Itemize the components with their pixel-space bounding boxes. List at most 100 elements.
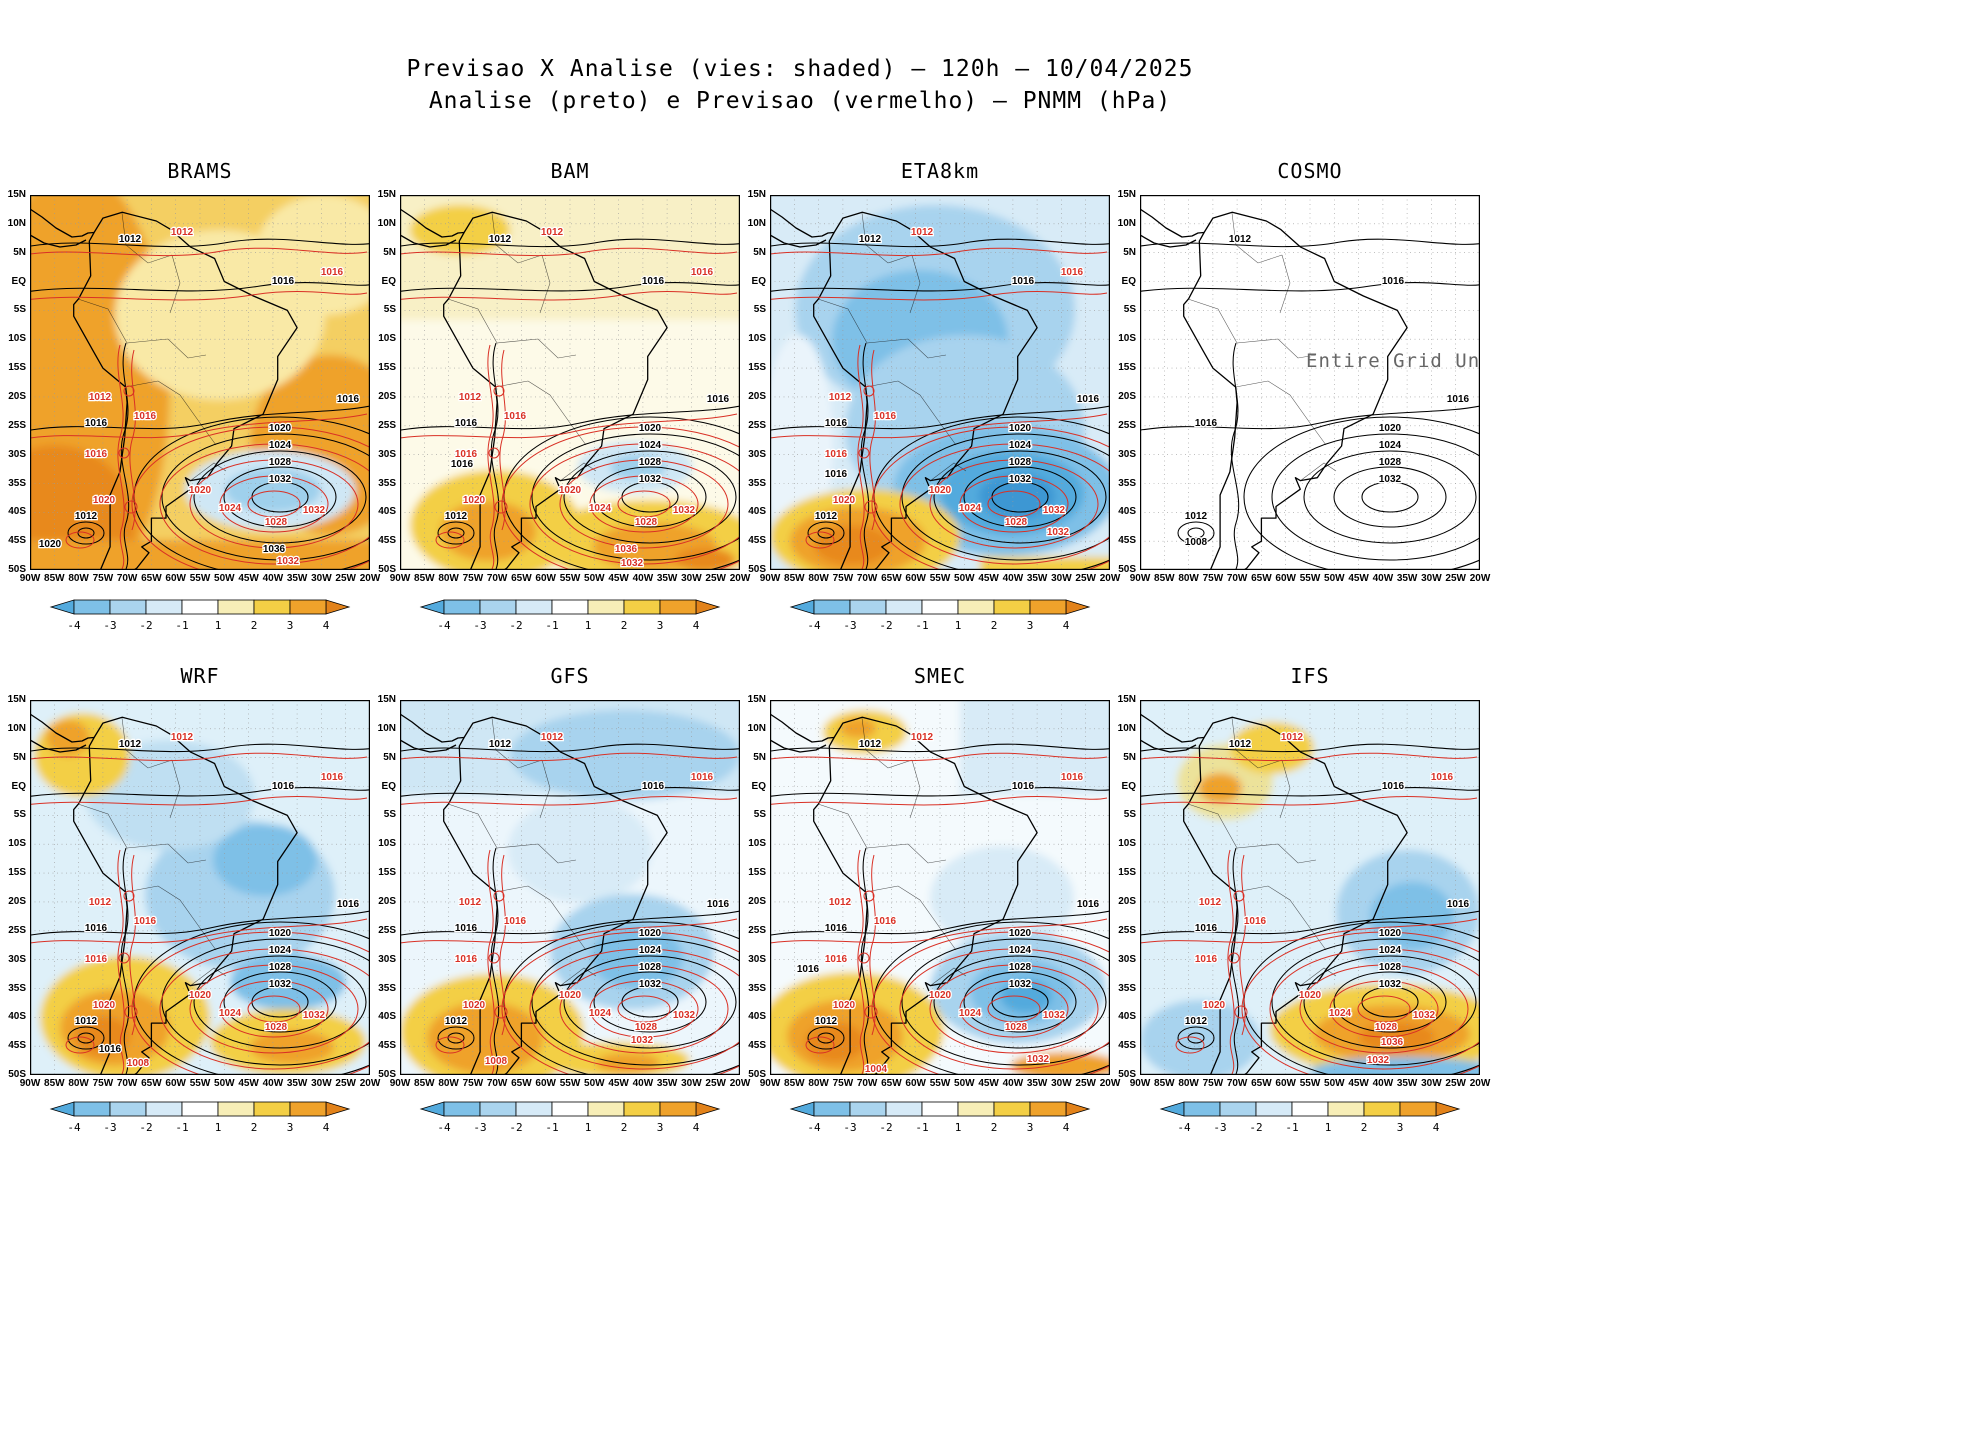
lon-tick-label: 70W xyxy=(856,573,878,584)
isobar-label: 1024 xyxy=(1379,945,1402,956)
lat-tick-label: 5N xyxy=(1123,751,1136,763)
lat-tick-label: 35S xyxy=(748,477,766,489)
isobar-label: 1032 xyxy=(1413,1010,1436,1021)
lon-tick-label: 85W xyxy=(414,1078,435,1089)
map-frame xyxy=(770,700,1110,1075)
lon-tick-label: 35W xyxy=(656,573,678,584)
isobar-label: 1012 xyxy=(445,1016,468,1027)
colorbar-tick-label: 1 xyxy=(955,1121,962,1134)
lat-tick-label: 15N xyxy=(7,694,26,705)
lat-tick-label: 5N xyxy=(13,751,26,763)
isobar-label: 1012 xyxy=(829,897,852,908)
isobar-label: 1036 xyxy=(1381,1037,1404,1048)
lon-tick-label: 25W xyxy=(705,573,726,584)
isobar-label: 1036 xyxy=(263,544,286,555)
isobar-label: 1028 xyxy=(1375,1022,1398,1033)
lon-tick-label: 50W xyxy=(214,1078,235,1089)
lon-tick-label: 85W xyxy=(784,1078,805,1089)
isobar-label: 1016 xyxy=(337,394,360,405)
colorbar-arrow-right xyxy=(325,1101,351,1117)
lat-tick-label: 20S xyxy=(378,390,396,402)
lon-tick-label: 30W xyxy=(1421,1078,1442,1089)
isobar-label: 1012 xyxy=(815,511,838,522)
isobar-label: 1012 xyxy=(171,732,194,743)
lon-tick-label: 40W xyxy=(262,573,284,584)
country-borders xyxy=(817,717,967,987)
isobar-label: 1032 xyxy=(639,474,662,485)
coastline xyxy=(1140,208,1408,570)
colorbar-tick-label: -1 xyxy=(545,1121,558,1134)
isobar-label: 1012 xyxy=(1185,1016,1208,1027)
lat-tick-label: 15S xyxy=(8,867,26,879)
isobar-label: 1016 xyxy=(455,954,478,965)
isobar-label: 1012 xyxy=(859,234,882,245)
lon-tick-label: 35W xyxy=(1026,573,1048,584)
lon-tick-label: 80W xyxy=(68,573,89,584)
isobar-label: 1012 xyxy=(89,392,112,403)
lon-tick-label: 45W xyxy=(608,1078,629,1089)
isobar-label: 1032 xyxy=(303,505,326,516)
colorbar-tick-label: 2 xyxy=(251,1121,258,1134)
lon-tick-label: 30W xyxy=(1421,573,1442,584)
isobar-label: 1016 xyxy=(825,923,848,934)
lon-tick-label: 35W xyxy=(1396,573,1418,584)
forecast-contours-andes xyxy=(857,344,878,570)
colorbar-tick-label: -2 xyxy=(879,619,892,632)
isobar-label: 1032 xyxy=(277,556,300,567)
lon-tick-label: 40W xyxy=(632,1078,654,1089)
isobar-label: 1020 xyxy=(1299,990,1322,1001)
lat-tick-label: 15N xyxy=(377,189,396,200)
colorbar-tick-label: -3 xyxy=(1213,1121,1226,1134)
isobar-label: 1016 xyxy=(1061,772,1084,783)
isobar-label: 1016 xyxy=(451,459,474,470)
colorbar-tick-label: -4 xyxy=(67,619,81,632)
lat-tick-label: 10S xyxy=(1118,838,1136,850)
map-wrf: 1012 1016 1016 1016 1020 1024 1028 1032 1012 1012… xyxy=(30,700,370,1075)
isobar-label: 1016 xyxy=(321,267,344,278)
lon-tick-label: 45W xyxy=(608,573,629,584)
lon-tick-label: 50W xyxy=(214,573,235,584)
colorbar-tick-label: -1 xyxy=(545,619,558,632)
isobar-label: 1020 xyxy=(1009,928,1032,939)
isobar-label: 1012 xyxy=(541,227,564,238)
lon-tick-label: 65W xyxy=(1251,1078,1272,1089)
isobar-label: 1016 xyxy=(825,449,848,460)
panel-title: BAM xyxy=(550,159,590,183)
isobar-label: 1012 xyxy=(119,234,142,245)
isobar-label: 1016 xyxy=(1195,418,1218,429)
map-frame xyxy=(30,195,370,570)
colorbar-tick-label: -2 xyxy=(509,1121,522,1134)
lon-tick-label: 65W xyxy=(511,1078,532,1089)
isobar-label: 1008 xyxy=(485,1056,508,1067)
lon-tick-label: 90W xyxy=(759,1078,781,1089)
isobar-labels: 1012 1016 1016 1016 1020 1024 1028 1032 1012 1012… xyxy=(796,731,1101,1075)
isobar-label: 1032 xyxy=(1043,505,1066,516)
lon-tick-label: 55W xyxy=(929,573,951,584)
lat-tick-label: 25S xyxy=(378,924,396,936)
colorbar-arrow-right xyxy=(325,599,351,615)
lon-tick-label: 55W xyxy=(189,573,211,584)
isobar-label: 1020 xyxy=(929,990,952,1001)
isobar-label: 1028 xyxy=(269,457,292,468)
lat-tick-label: 20S xyxy=(8,390,26,402)
colorbar-tick-label: 3 xyxy=(657,619,664,632)
analysis-contours xyxy=(1140,238,1480,570)
country-borders xyxy=(447,212,597,482)
panel-title: BRAMS xyxy=(167,159,233,183)
lon-tick-label: 70W xyxy=(856,1078,878,1089)
lon-tick-label: 25W xyxy=(1075,573,1096,584)
isobar-label: 1016 xyxy=(642,781,665,792)
isobar-label: 1016 xyxy=(504,916,527,927)
bias-shading xyxy=(400,700,740,1075)
lon-tick-label: 50W xyxy=(584,1078,605,1089)
lon-tick-label: 60W xyxy=(165,573,186,584)
colorbar-tick-label: -4 xyxy=(807,1121,821,1134)
lat-tick-label: 5N xyxy=(383,246,396,258)
lon-tick-label: 60W xyxy=(165,1078,186,1089)
isobar-label: 1020 xyxy=(463,495,486,506)
forecast-contours xyxy=(30,752,370,1075)
isobar-label: 1020 xyxy=(189,990,212,1001)
lon-tick-label: 80W xyxy=(68,1078,89,1089)
lat-tick-label: 10S xyxy=(378,333,396,345)
